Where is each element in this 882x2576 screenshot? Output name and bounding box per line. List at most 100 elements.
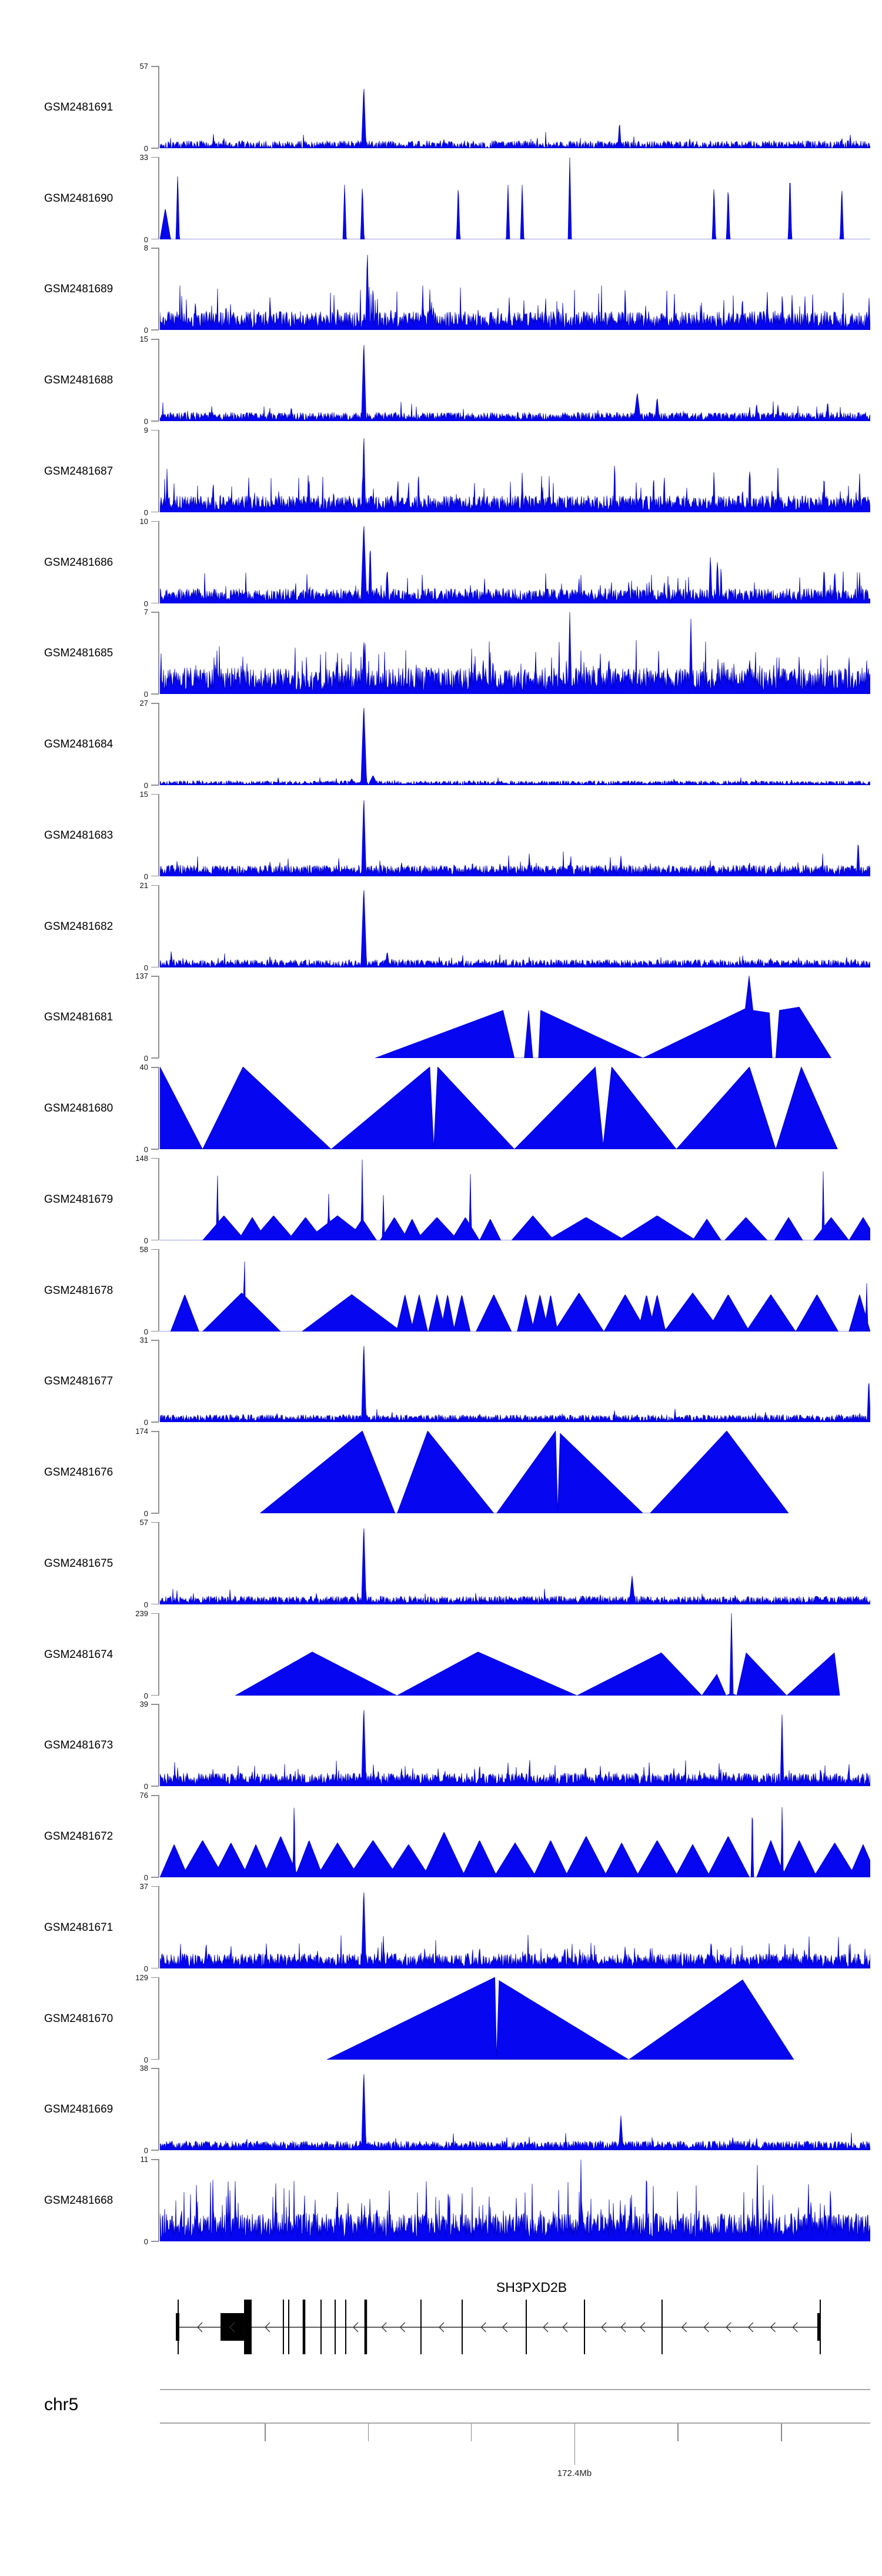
- track-row: GSM2481685 7 0: [0, 608, 882, 703]
- track-zero-label: 0: [143, 1236, 148, 1245]
- track-zero-label: 0: [143, 1509, 148, 1519]
- track-signal-plot: [375, 976, 832, 1059]
- track-zero-label: 0: [143, 963, 148, 972]
- track-sample-label: GSM2481673: [44, 1739, 113, 1752]
- gene-name-label: SH3PXD2B: [496, 2280, 567, 2295]
- track-row: GSM2481680 40 0: [0, 1063, 882, 1158]
- track-zero-label: 0: [143, 690, 148, 699]
- track-zero-label: 0: [143, 2237, 148, 2247]
- track-ymax-label: 58: [139, 1244, 148, 1254]
- track-ymax-label: 31: [139, 1336, 148, 1345]
- track-row: GSM2481688 15 0: [0, 335, 882, 430]
- track-signal-plot: [160, 2074, 870, 2151]
- gene-model: [176, 2300, 821, 2354]
- track-sample-label: GSM2481679: [44, 1193, 113, 1206]
- axis-position-label: 172.4Mb: [557, 2468, 592, 2478]
- track-row: GSM2481683 15 0: [0, 790, 882, 885]
- track-sample-label: GSM2481675: [44, 1557, 113, 1570]
- axis-lower-line: [160, 2422, 870, 2424]
- track-row: GSM2481687 9 0: [0, 426, 882, 521]
- track-signal-plot: [160, 438, 870, 512]
- track-zero-label: 0: [143, 781, 148, 790]
- track-ymax-label: 15: [139, 789, 148, 799]
- track-ymax-label: 38: [139, 2064, 148, 2073]
- track-signal-plot: [160, 1710, 870, 1787]
- track-signal-plot: [160, 1528, 870, 1604]
- track-zero-label: 0: [143, 1054, 148, 1063]
- track-signal-plot: [160, 255, 870, 331]
- track-signal-plot: [160, 1346, 870, 1423]
- track-row: GSM2481672 76 0: [0, 1791, 882, 1886]
- track-sample-label: GSM2481670: [44, 2012, 113, 2025]
- track-signal-plot: [160, 1892, 870, 1968]
- track-row: GSM2481678 58 0: [0, 1245, 882, 1340]
- track-ymax-label: 239: [135, 1609, 148, 1618]
- track-ymax-label: 129: [135, 1973, 148, 1982]
- track-sample-label: GSM2481677: [44, 1375, 113, 1388]
- chromosome-label: chr5: [44, 2395, 79, 2414]
- track-signal-plot: [160, 800, 870, 876]
- track-zero-label: 0: [143, 2055, 148, 2064]
- track-signal-plot: [160, 345, 870, 422]
- track-zero-label: 0: [143, 1327, 148, 1336]
- track-signal-plot: [160, 526, 870, 603]
- axis-tick: [677, 2424, 679, 2441]
- track-row: GSM2481676 174 0: [0, 1427, 882, 1522]
- track-sample-label: GSM2481686: [44, 556, 113, 569]
- track-sample-label: GSM2481676: [44, 1466, 113, 1479]
- track-signal-plot: [160, 1159, 870, 1240]
- track-ymax-label: 21: [139, 880, 148, 890]
- track-signal-plot: [160, 1261, 870, 1332]
- track-ymax-label: 15: [139, 335, 148, 344]
- track-signal-plot: [160, 708, 870, 786]
- track-row: GSM2481691 57 0: [0, 62, 882, 157]
- track-zero-label: 0: [143, 417, 148, 426]
- track-ymax-label: 57: [139, 62, 148, 71]
- track-sample-label: GSM2481684: [44, 738, 113, 751]
- track-ymax-label: 37: [139, 1881, 148, 1891]
- track-zero-label: 0: [143, 1873, 148, 1883]
- track-signal-plot: [160, 89, 870, 148]
- track-zero-label: 0: [143, 1782, 148, 1791]
- track-sample-label: GSM2481672: [44, 1830, 113, 1843]
- track-row: GSM2481689 8 0: [0, 243, 882, 339]
- track-row: GSM2481684 27 0: [0, 699, 882, 794]
- track-row: GSM2481677 31 0: [0, 1336, 882, 1431]
- axis-upper-line: [160, 2389, 870, 2390]
- track-row: GSM2481679 148 0: [0, 1154, 882, 1249]
- axis-tick: [574, 2424, 576, 2465]
- track-signal-plot: [235, 1613, 840, 1696]
- track-signal-plot: [160, 1067, 838, 1150]
- track-sample-label: GSM2481678: [44, 1284, 113, 1297]
- track-zero-label: 0: [143, 1964, 148, 1973]
- track-signal-plot: [160, 2160, 870, 2242]
- track-ymax-label: 174: [135, 1427, 148, 1436]
- track-zero-label: 0: [143, 599, 148, 608]
- track-zero-label: 0: [143, 872, 148, 881]
- track-signal-plot: [160, 890, 870, 967]
- track-ymax-label: 57: [139, 1517, 148, 1527]
- axis-tick: [470, 2424, 472, 2441]
- track-zero-label: 0: [143, 1418, 148, 1427]
- track-row: GSM2481681 137 0: [0, 972, 882, 1067]
- track-zero-label: 0: [143, 2146, 148, 2155]
- track-zero-label: 0: [143, 1691, 148, 1700]
- axis-tick: [368, 2424, 369, 2441]
- track-ymax-label: 33: [139, 152, 148, 162]
- track-sample-label: GSM2481691: [44, 101, 113, 114]
- track-ymax-label: 10: [139, 516, 148, 526]
- track-sample-label: GSM2481674: [44, 1648, 113, 1661]
- track-signal-plot: [259, 1431, 789, 1514]
- track-ymax-label: 137: [135, 972, 148, 981]
- axis-tick: [781, 2424, 782, 2441]
- track-zero-label: 0: [143, 1600, 148, 1609]
- track-ymax-label: 27: [139, 699, 148, 708]
- track-ymax-label: 148: [135, 1153, 148, 1163]
- track-zero-label: 0: [143, 235, 148, 244]
- track-sample-label: GSM2481685: [44, 647, 113, 660]
- track-row: GSM2481673 39 0: [0, 1700, 882, 1795]
- track-zero-label: 0: [143, 326, 148, 335]
- track-sample-label: GSM2481668: [44, 2194, 113, 2207]
- track-row: GSM2481670 129 0: [0, 1973, 882, 2068]
